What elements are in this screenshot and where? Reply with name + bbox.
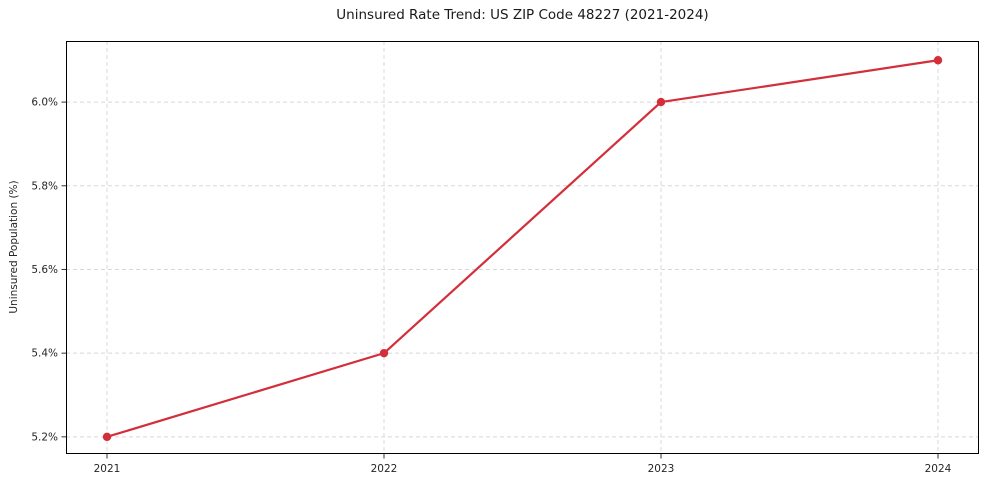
y-tick-label: 5.8% <box>31 180 58 192</box>
data-point-marker <box>656 97 666 107</box>
plot-area: 5.2% 5.4% 5.6% 5.8% 6.0% 2021 2022 2023 2024 <box>31 41 979 475</box>
data-point-marker <box>102 432 112 442</box>
y-tick-label: 5.2% <box>31 431 58 443</box>
chart-title: Uninsured Rate Trend: US ZIP Code 48227 … <box>336 7 709 23</box>
data-point-marker <box>933 56 943 65</box>
x-tick-label: 2022 <box>371 463 398 475</box>
data-point-marker <box>379 348 389 358</box>
x-tick-label: 2021 <box>94 463 121 475</box>
y-tick-label: 6.0% <box>31 97 58 109</box>
x-tick-label: 2024 <box>925 463 952 475</box>
trend-line <box>105 59 940 438</box>
x-tick-label: 2023 <box>648 463 675 475</box>
y-tick-label: 5.6% <box>31 264 58 276</box>
y-axis-label: Uninsured Population (%) <box>8 180 20 314</box>
plot-border <box>66 41 979 454</box>
y-tick-label: 5.4% <box>31 348 58 360</box>
